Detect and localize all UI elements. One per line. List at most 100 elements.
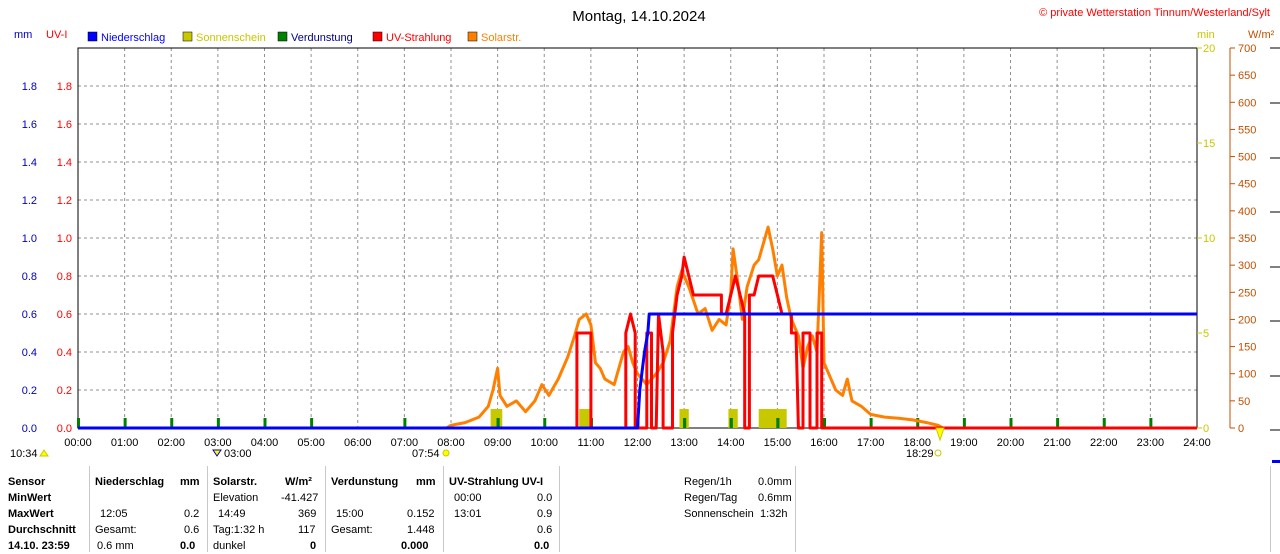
regentag-label: Regen/Tag <box>684 492 738 504</box>
y-tick-wm2: 0 <box>1238 423 1244 435</box>
evaporation-tick <box>123 418 127 428</box>
evaporation-tick <box>403 418 407 428</box>
x-tick-label: 21:00 <box>1043 437 1071 449</box>
y-tick-wm2: 300 <box>1238 260 1256 272</box>
x-tick-label: 16:00 <box>810 437 838 449</box>
table-divider <box>89 466 90 552</box>
sunshine-bar <box>758 409 787 428</box>
x-tick-label: 24:00 <box>1183 437 1211 449</box>
legend-swatch <box>87 31 98 42</box>
solar-elev-value: -41.427 <box>281 492 319 504</box>
x-tick-label: 17:00 <box>857 437 885 449</box>
y-tick-uvi: 1.2 <box>57 195 72 207</box>
sunset-icon <box>934 449 942 457</box>
niederschlag-header: Niederschlag <box>95 476 165 488</box>
series-line-niederschlag <box>78 312 1197 430</box>
x-tick-label: 07:00 <box>391 437 419 449</box>
y-tick-uvi: 0.2 <box>57 385 72 397</box>
y-tick-min: 0 <box>1203 423 1209 435</box>
y-tick-wm2: 650 <box>1238 70 1256 82</box>
solar-max-time: 14:49 <box>218 508 246 520</box>
legend-swatch <box>277 31 288 42</box>
x-tick-label: 19:00 <box>950 437 978 449</box>
verdunstung-max-value: 0.152 <box>407 508 435 520</box>
sunshine-bar <box>579 409 591 428</box>
unit-mm: mm <box>14 29 32 41</box>
solar-unit: W/m² <box>285 476 312 488</box>
evaporation-tick <box>77 418 80 428</box>
legend-label: Sonnenschein <box>196 32 266 44</box>
solar-elev-label: Elevation <box>213 492 259 504</box>
solar-max-value: 369 <box>298 508 317 520</box>
evaporation-tick <box>543 418 547 428</box>
evaporation-tick <box>170 418 174 428</box>
chart-grid <box>78 48 1197 428</box>
verdunstung-unit: mm <box>416 476 436 488</box>
evaporation-tick <box>916 418 920 428</box>
row-last: 14.10. 23:59 <box>8 540 70 552</box>
regen1h-value: 0.0mm <box>758 476 792 488</box>
y-tick-uvi: 1.6 <box>57 119 72 131</box>
legend-swatch <box>372 31 383 42</box>
x-tick-label: 18:00 <box>903 437 931 449</box>
y-tick-wm2: 600 <box>1238 97 1256 109</box>
chart-series <box>78 225 1197 430</box>
legend-swatch <box>467 31 478 42</box>
verdunstung-gesamt-value: 1.448 <box>407 524 435 536</box>
verdunstung-gesamt-label: Gesamt: <box>331 524 373 536</box>
uv-header: UV-Strahlung UV-I <box>449 476 544 488</box>
sunshine-bar <box>490 409 503 428</box>
y-tick-mm: 1.6 <box>22 119 37 131</box>
solar-tag-value: 117 <box>298 524 316 536</box>
y-tick-uvi: 0.8 <box>57 271 72 283</box>
evaporation-tick <box>1102 418 1106 428</box>
niederschlag-last-label: 0.6 mm <box>97 540 134 552</box>
y-tick-mm: 1.0 <box>22 233 37 245</box>
table-divider <box>1270 466 1271 552</box>
y-tick-uvi: 0.0 <box>57 423 72 435</box>
sonnenschein-value: 1:32h <box>760 508 788 520</box>
sunshine-bar <box>728 409 738 428</box>
unit-wm2: W/m² <box>1248 29 1275 41</box>
moonset-time: 10:34 <box>10 448 38 460</box>
legend-label: Niederschlag <box>101 32 165 44</box>
y-tick-min: 20 <box>1203 43 1215 55</box>
sunrise-time: 07:54 <box>412 448 440 460</box>
y-tick-uvi: 1.8 <box>57 81 72 93</box>
evaporation-tick <box>962 418 966 428</box>
solar-last-value: 0 <box>310 540 317 552</box>
x-tick-label: 23:00 <box>1137 437 1165 449</box>
x-tick-label: 01:00 <box>111 437 139 449</box>
niederschlag-gesamt-label: Gesamt: <box>95 524 137 536</box>
x-tick-label: 15:00 <box>764 437 792 449</box>
axis-labels: 00:00 01:00 02:00 03:00 04:00 05:00 06:00 07:00… <box>22 43 1257 449</box>
verdunstung-max-time: 15:00 <box>336 508 364 520</box>
statistics-table: Sensor MinWert MaxWert Durchschnitt 14.1… <box>0 460 1280 552</box>
x-tick-label: 03:00 <box>204 437 232 449</box>
y-tick-wm2: 550 <box>1238 124 1256 136</box>
uv-min-value: 0.0 <box>537 492 553 504</box>
table-divider <box>325 466 326 552</box>
series-line-solarstr- <box>445 225 944 430</box>
niederschlag-max-time: 12:05 <box>100 508 128 520</box>
solar-last-label: dunkel <box>213 540 246 552</box>
legend-swatch <box>182 31 193 42</box>
evaporation-tick <box>216 418 220 428</box>
table-divider <box>795 466 796 552</box>
y-tick-min: 15 <box>1203 138 1215 150</box>
x-tick-label: 05:00 <box>297 437 325 449</box>
uv-max-value: 0.9 <box>537 508 553 520</box>
sunrise-icon <box>442 449 450 457</box>
x-tick-label: 04:00 <box>251 437 279 449</box>
niederschlag-last-value: 0.0 <box>180 540 196 552</box>
legend-label: UV-Strahlung <box>386 32 451 44</box>
evaporation-tick <box>823 418 826 428</box>
evaporation-tick <box>1056 418 1060 428</box>
legend-label: Solarstr. <box>481 32 521 44</box>
y-tick-uvi: 1.4 <box>57 157 72 169</box>
x-tick-label: 08:00 <box>437 437 465 449</box>
now-marker-icon <box>935 427 945 442</box>
y-tick-uvi: 0.4 <box>57 347 72 359</box>
y-tick-min: 10 <box>1203 233 1215 245</box>
y-tick-wm2: 500 <box>1238 152 1256 164</box>
